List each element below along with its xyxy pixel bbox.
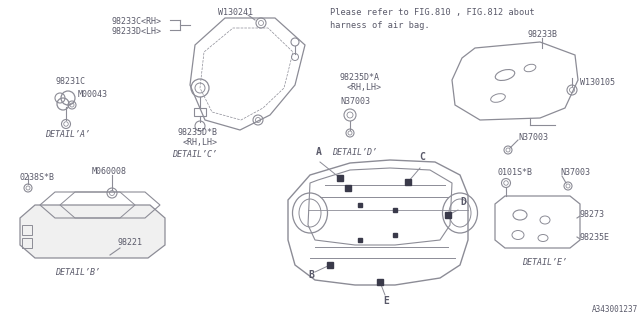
Bar — [194, 108, 206, 116]
Text: B: B — [308, 270, 314, 280]
Text: E: E — [383, 296, 389, 306]
Text: A343001237: A343001237 — [592, 305, 638, 314]
Text: W130105: W130105 — [580, 78, 615, 87]
Text: 98235D*B: 98235D*B — [178, 128, 218, 137]
Text: 98231C: 98231C — [55, 77, 85, 86]
Text: 0101S*B: 0101S*B — [498, 168, 533, 177]
Text: 98235E: 98235E — [580, 233, 610, 242]
Text: DETAIL’D’: DETAIL’D’ — [332, 148, 377, 157]
Text: DETAIL’B’: DETAIL’B’ — [55, 268, 100, 277]
Text: 0238S*B: 0238S*B — [20, 173, 55, 182]
Text: D: D — [460, 197, 466, 207]
Text: W130241: W130241 — [218, 8, 253, 17]
Text: Please refer to FIG.810 , FIG.812 about
harness of air bag.: Please refer to FIG.810 , FIG.812 about … — [330, 8, 535, 29]
Text: 98233D<LH>: 98233D<LH> — [112, 27, 162, 36]
Text: 98273: 98273 — [580, 210, 605, 219]
Text: M060008: M060008 — [92, 167, 127, 176]
Text: A: A — [316, 147, 322, 157]
Text: <RH,LH>: <RH,LH> — [347, 83, 382, 92]
Text: 98235D*A: 98235D*A — [340, 73, 380, 82]
Text: <RH,LH>: <RH,LH> — [183, 138, 218, 147]
Text: M00043: M00043 — [78, 90, 108, 99]
Bar — [22, 225, 32, 235]
Text: 98233C<RH>: 98233C<RH> — [112, 17, 162, 26]
Text: N37003: N37003 — [518, 133, 548, 142]
Text: C: C — [419, 152, 425, 162]
Text: DETAIL’C’: DETAIL’C’ — [172, 150, 217, 159]
Text: 98221: 98221 — [118, 238, 143, 247]
Text: DETAIL’E’: DETAIL’E’ — [522, 258, 567, 267]
Text: N37003: N37003 — [560, 168, 590, 177]
Text: N37003: N37003 — [340, 97, 370, 106]
Bar — [22, 238, 32, 248]
Text: DETAIL’A’: DETAIL’A’ — [45, 130, 90, 139]
Polygon shape — [20, 205, 165, 258]
Text: 98233B: 98233B — [528, 30, 558, 39]
